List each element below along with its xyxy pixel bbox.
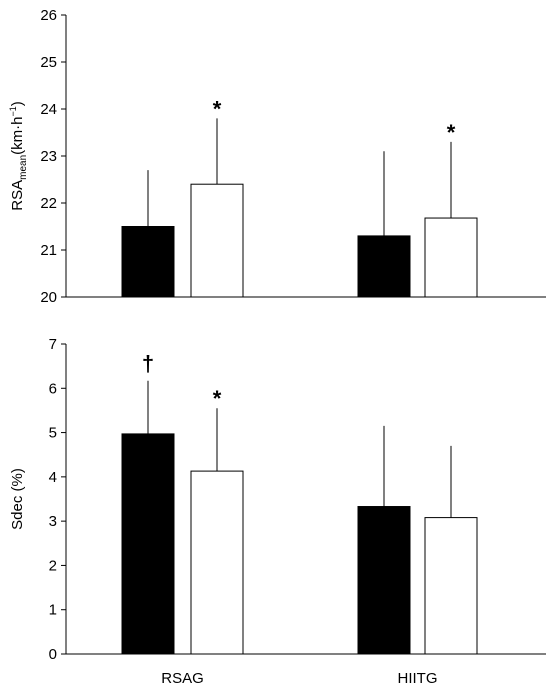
bar-rsag-series-2 [190, 183, 244, 298]
panel-sdec: 0 1 2 3 4 5 6 7 Sdec (%) † * RSAG HIITG [9, 336, 546, 687]
bar-rsag-series-1 [121, 433, 175, 655]
y-axis-title-main: RSA [9, 180, 26, 211]
y-tick-label: 6 [49, 380, 57, 397]
bar-hiitg-series-2 [424, 217, 478, 298]
y-tick-label: 20 [40, 289, 57, 306]
y-axis-title-subscript: mean [18, 155, 29, 180]
y-tick-label: 25 [40, 54, 57, 71]
y-tick-label: 24 [40, 101, 57, 118]
bar-rsag-series-2 [190, 470, 244, 655]
y-tick-label: 2 [49, 557, 57, 574]
y-tick-label: 23 [40, 148, 57, 165]
bar-hiitg-series-1 [357, 506, 411, 655]
y-axis-title: Sdec (%) [9, 468, 26, 530]
y-axis-title-main: Sdec (%) [9, 468, 26, 530]
y-axis-title-superscript: −1 [8, 106, 18, 116]
y-tick-label: 5 [49, 425, 57, 442]
x-category-label-hiitg: HIITG [398, 670, 438, 687]
bar-hiitg-series-2 [424, 517, 478, 655]
y-tick-label: 1 [49, 602, 57, 619]
y-axis-title-unit-close: ) [9, 101, 26, 106]
significance-asterisk: * [447, 120, 456, 145]
x-category-label-rsag: RSAG [161, 670, 204, 687]
bar-rsag-series-1 [121, 226, 175, 298]
significance-dagger: † [142, 351, 154, 376]
y-tick-label: 26 [40, 7, 57, 24]
panel-rsa-mean: 20 21 22 23 24 25 26 RSAmean(km·h−1) * * [8, 7, 546, 306]
y-tick-label: 3 [49, 513, 57, 530]
y-tick-label: 22 [40, 195, 57, 212]
significance-asterisk: * [213, 386, 222, 411]
significance-asterisk: * [213, 96, 222, 121]
y-tick-label: 7 [49, 336, 57, 353]
y-axis-title-unit: (km·h [9, 117, 26, 155]
y-axis-title: RSAmean(km·h−1) [8, 101, 29, 210]
y-tick-label: 4 [49, 469, 57, 486]
y-tick-label: 21 [40, 242, 57, 259]
y-tick-label: 0 [49, 646, 57, 663]
bar-hiitg-series-1 [357, 235, 411, 298]
